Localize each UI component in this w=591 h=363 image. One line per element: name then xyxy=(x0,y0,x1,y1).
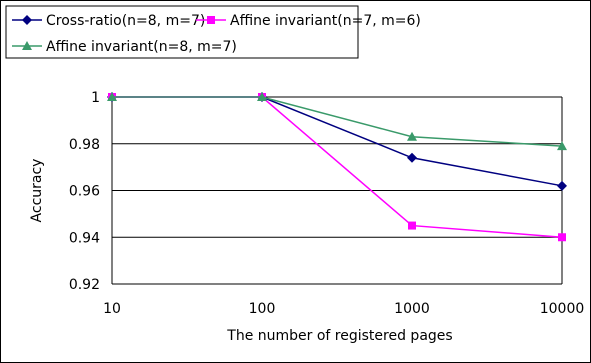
data-point-s2-2 xyxy=(407,131,417,141)
y-tick-label-1: 0.94 xyxy=(69,230,100,246)
data-point-s1-2 xyxy=(408,221,416,230)
y-tick-label-2: 0.96 xyxy=(69,184,100,200)
series-line-2 xyxy=(112,96,563,147)
data-point-s2-0 xyxy=(107,92,117,101)
y-tick-label-3: 0.98 xyxy=(69,137,100,153)
data-point-s2-1 xyxy=(257,92,267,101)
legend-marker-2 xyxy=(22,41,32,50)
legend-marker-0 xyxy=(22,15,32,25)
x-tick-label-3: 10000 xyxy=(540,301,585,317)
legend-marker-1 xyxy=(207,16,215,24)
y-tick-label-0: 0.92 xyxy=(69,277,100,293)
legend-label-0: Cross-ratio(n=8, m=7) xyxy=(46,13,205,29)
legend-label-1: Affine invariant(n=7, m=6) xyxy=(230,13,421,29)
legend-box xyxy=(5,5,359,59)
data-point-s0-3 xyxy=(557,180,567,191)
data-point-s1-3 xyxy=(558,233,566,242)
plot-area: 0.92 0.94 0.96 0.98 1 10 100 1000 10000 xyxy=(69,90,584,317)
x-axis-title: The number of registered pages xyxy=(226,328,452,344)
x-tick-label-0: 10 xyxy=(103,301,121,317)
data-point-s0-2 xyxy=(407,152,417,163)
legend-label-2: Affine invariant(n=8, m=7) xyxy=(46,39,237,55)
x-tick-label-2: 1000 xyxy=(394,301,430,317)
y-axis-title: Accuracy xyxy=(29,159,45,223)
data-point-s2-3 xyxy=(557,141,567,151)
y-tick-label-4: 1 xyxy=(91,90,100,106)
legend: Cross-ratio(n=8, m=7) Affine invariant(n=… xyxy=(12,13,421,55)
x-tick-label-1: 100 xyxy=(249,301,276,317)
